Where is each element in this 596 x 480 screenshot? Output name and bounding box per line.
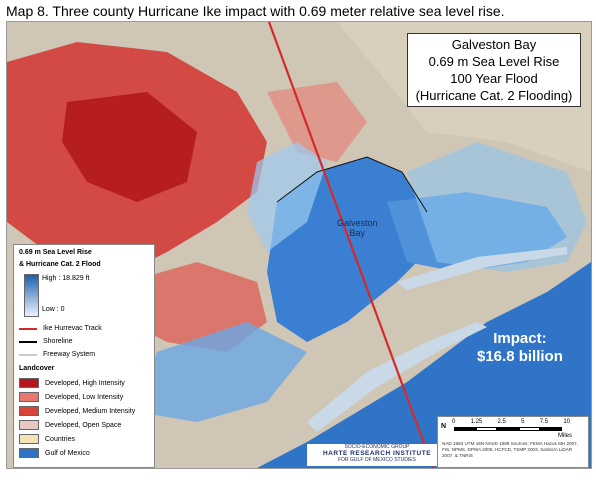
class-label: Developed, Medium Intensity xyxy=(45,407,136,415)
legend-class-row: Gulf of Mexico xyxy=(19,448,90,458)
freeway-label: Freeway System xyxy=(43,351,96,358)
scale-tick: 7.5 xyxy=(539,419,549,425)
shoreline-label: Shoreline xyxy=(43,338,73,345)
class-swatch xyxy=(19,420,39,430)
legend-title-2: & Hurricane Cat. 2 Flood xyxy=(19,261,101,268)
legend-track: Ike Hurrevac Track xyxy=(19,325,102,332)
impact-label: Impact: $16.8 billion xyxy=(477,330,563,366)
map-caption: Map 8. Three county Hurricane Ike impact… xyxy=(6,3,505,19)
scale-unit: Miles xyxy=(558,433,573,439)
class-swatch xyxy=(19,448,39,458)
logo-top-text: SOCIO-ECONOMIC GROUP xyxy=(344,444,410,450)
shoreline xyxy=(276,156,428,213)
class-label: Countries xyxy=(45,435,75,443)
impact-title: Impact: xyxy=(493,330,547,347)
map-title-box: Galveston Bay 0.69 m Sea Level Rise 100 … xyxy=(407,33,581,107)
class-swatch xyxy=(19,406,39,416)
ramp-high-label: High : 18.829 ft xyxy=(42,275,90,282)
logo-sub-text: FOR GULF OF MEXICO STUDIES xyxy=(338,457,416,463)
legend-class-row: Countries xyxy=(19,434,75,444)
track-line-symbol xyxy=(19,327,37,330)
title-line-2: 0.69 m Sea Level Rise xyxy=(428,54,560,69)
shoreline-line-symbol xyxy=(19,340,37,343)
track-label: Ike Hurrevac Track xyxy=(43,325,102,332)
class-label: Developed, Low Intensity xyxy=(45,393,124,401)
flood-zone-west xyxy=(247,142,327,252)
map-legend: 0.69 m Sea Level Rise & Hurricane Cat. 2… xyxy=(13,244,155,468)
legend-freeway: Freeway System xyxy=(19,351,95,358)
legend-shoreline: Shoreline xyxy=(19,338,73,345)
bay-label-line-2: Bay xyxy=(349,228,366,238)
class-swatch xyxy=(19,434,39,444)
map-frame: Galveston Bay 0.69 m Sea Level Rise 100 … xyxy=(6,21,592,469)
class-swatch xyxy=(19,392,39,402)
bolivar-peninsula xyxy=(397,247,567,290)
north-arrow: N xyxy=(441,423,447,430)
class-label: Gulf of Mexico xyxy=(45,449,90,457)
landcover-title: Landcover xyxy=(19,365,55,372)
class-swatch xyxy=(19,378,39,388)
class-label: Developed, Open Space xyxy=(45,421,122,429)
scale-bar xyxy=(454,427,562,431)
urban-northeast xyxy=(267,82,367,162)
impact-value: $16.8 billion xyxy=(477,348,563,365)
title-line-1: Galveston Bay xyxy=(451,37,537,52)
bay-label-line-1: Galveston xyxy=(337,218,378,228)
houston-core xyxy=(62,92,197,202)
scale-tick: 10 xyxy=(563,419,570,425)
flood-depth-ramp xyxy=(24,274,39,317)
title-line-3: 100 Year Flood xyxy=(450,71,538,86)
ike-track xyxy=(267,22,435,468)
legend-class-row: Developed, High Intensity xyxy=(19,378,125,388)
legend-title-1: 0.69 m Sea Level Rise xyxy=(19,249,92,256)
legend-class-row: Developed, Medium Intensity xyxy=(19,406,135,416)
flood-zone-southwest xyxy=(137,322,307,422)
scale-tick: 2.5 xyxy=(497,419,506,425)
map-source-notes: NAD 1983 UTM 15N NAVD 1988 Sources: FEMA… xyxy=(442,441,578,458)
legend-class-row: Developed, Low Intensity xyxy=(19,392,123,402)
bay-label: Galveston Bay xyxy=(337,218,378,238)
scale-bar-box: N 0 1.25 2.5 5 7.5 10 Miles NAD 1983 UTM… xyxy=(437,416,589,468)
scale-tick: 5 xyxy=(521,419,525,425)
harte-logo: SOCIO-ECONOMIC GROUP HARTE RESEARCH INST… xyxy=(307,444,447,466)
title-line-4: (Hurricane Cat. 2 Flooding) xyxy=(415,88,573,103)
legend-class-row: Developed, Open Space xyxy=(19,420,121,430)
flood-zone-east xyxy=(407,142,587,272)
scale-ticks: 0 1.25 2.5 5 7.5 10 xyxy=(452,419,570,425)
ramp-low-label: Low : 0 xyxy=(42,306,65,313)
scale-tick: 0 xyxy=(452,419,456,425)
class-label: Developed, High Intensity xyxy=(45,379,125,387)
freeway-line-symbol xyxy=(19,353,37,356)
scale-tick: 1.25 xyxy=(470,419,483,425)
logo-main-text: HARTE RESEARCH INSTITUTE xyxy=(322,450,432,457)
barrier-island xyxy=(307,322,487,432)
